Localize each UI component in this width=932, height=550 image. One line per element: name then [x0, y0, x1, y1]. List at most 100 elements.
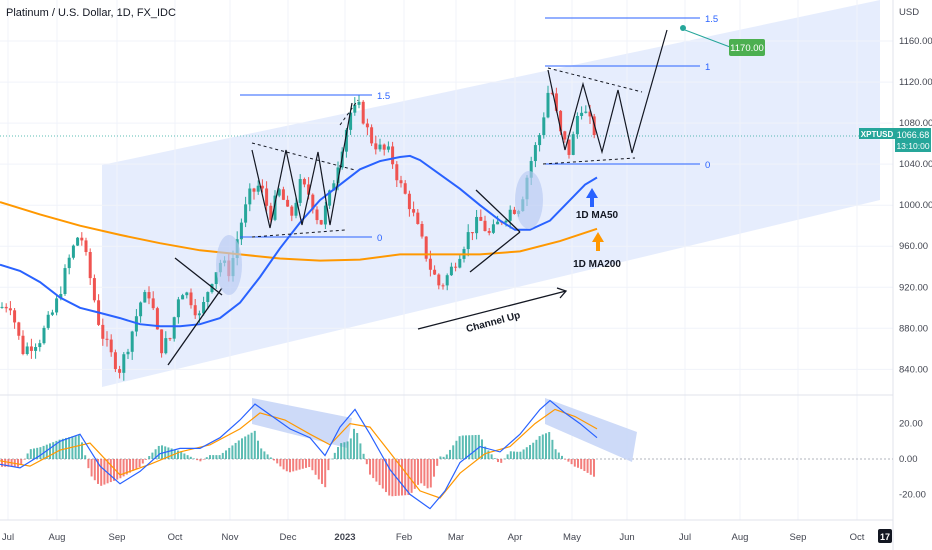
candle-body [563, 131, 567, 140]
osc-hist-bar [282, 459, 285, 470]
osc-hist-bar [132, 459, 135, 471]
osc-hist-bar [100, 459, 103, 486]
time-tick-label: Aug [732, 532, 749, 543]
candle-body [433, 269, 437, 275]
osc-hist-bar [177, 450, 179, 459]
fib-b-zero-label: 0 [705, 160, 710, 171]
osc-hist-bar [257, 440, 259, 459]
symbol-label: XPTUSD [861, 130, 894, 139]
osc-hist-bar [327, 459, 330, 471]
osc-hist-bar [343, 442, 346, 459]
osc-hist-bar [436, 459, 439, 466]
osc-hist-bar [58, 439, 61, 459]
osc-hist-bar [580, 459, 583, 470]
target-dot [680, 25, 686, 31]
osc-hist-bar [461, 435, 464, 459]
osc-hist-bar [4, 459, 7, 467]
candle-body [59, 293, 63, 299]
fib-b-top-label: 1.5 [705, 14, 718, 25]
osc-hist-bar [122, 459, 125, 477]
candle-body [269, 205, 273, 220]
time-tick-label: 2023 [334, 532, 355, 543]
candle-body [63, 268, 67, 294]
osc-hist-bar [429, 459, 432, 488]
osc-hist-bar [465, 435, 467, 459]
osc-hist-bar [241, 438, 243, 459]
osc-hist-bar [113, 459, 115, 481]
ma50-line [0, 154, 598, 328]
time-axis-ticks: Jul Aug Sep Oct Nov Dec 2023 Feb Mar Apr May Jun Jul… [2, 532, 865, 543]
candle-body [344, 129, 348, 152]
ma50-annotation: 1D MA50 [576, 210, 619, 221]
osc-hist-bar [493, 458, 496, 459]
candle-body [374, 143, 378, 150]
osc-hist-bar [589, 459, 592, 475]
osc-hist-bar [397, 459, 400, 496]
candle-body [193, 305, 197, 316]
target-leader [684, 29, 731, 48]
osc-hist-bar [564, 459, 567, 460]
osc-tick-label: -20.00 [899, 489, 926, 500]
osc-hist-bar [145, 459, 147, 460]
osc-hist-bar [212, 455, 215, 459]
osc-hist-bar [311, 459, 314, 471]
candle-body [365, 123, 369, 128]
candle-body [113, 352, 117, 370]
osc-hist-bar [273, 459, 275, 461]
candle-body [361, 101, 365, 124]
candle-body [487, 231, 491, 233]
candle-body [332, 183, 336, 191]
osc-hist-bar [231, 445, 234, 459]
osc-hist-bar [570, 459, 573, 465]
osc-hist-bar [391, 459, 394, 497]
osc-hist-bar [119, 459, 122, 479]
osc-hist-bar [381, 459, 384, 489]
osc-hist-bar [337, 447, 339, 459]
candle-body [420, 223, 424, 237]
candle-body [109, 339, 113, 353]
osc-hist-bar [285, 459, 288, 472]
oscillator-histogram [1, 428, 595, 497]
svg-text:17: 17 [880, 532, 890, 542]
candle-body [512, 209, 516, 214]
candle-body [428, 258, 432, 270]
osc-hist-bar [52, 442, 55, 459]
osc-hist-bar [385, 459, 387, 493]
candle-body [252, 188, 256, 192]
osc-hist-bar [301, 459, 304, 469]
time-tick-label: Jul [2, 532, 14, 543]
osc-hist-bar [369, 459, 371, 475]
osc-hist-bar [196, 459, 199, 461]
last-price-value: 1066.68 [897, 130, 930, 140]
osc-hist-bar [234, 442, 237, 459]
candle-body [189, 292, 193, 306]
candle-body [588, 111, 592, 117]
candle-body [349, 112, 353, 130]
candle-body [88, 252, 92, 279]
candle-body [38, 343, 42, 348]
candle-body [554, 93, 558, 111]
osc-hist-bar [455, 440, 458, 459]
osc-hist-bar [189, 456, 192, 459]
currency-label: USD [899, 7, 919, 18]
osc-hist-bar [484, 446, 487, 459]
osc-hist-bar [33, 448, 35, 459]
osc-hist-bar [183, 453, 186, 459]
fib-a-top-label: 1.5 [377, 91, 390, 102]
osc-hist-bar [420, 459, 423, 484]
candle-body [101, 324, 105, 339]
candle-body [42, 327, 46, 344]
osc-hist-bar [423, 459, 426, 486]
osc-hist-bar [490, 454, 493, 459]
osc-hist-bar [116, 459, 119, 480]
osc-hist-bar [74, 435, 77, 459]
time-tick-label: Feb [396, 532, 412, 543]
channel-arrow-head [556, 287, 568, 299]
osc-hist-bar [289, 459, 291, 473]
osc-hist-bar [474, 435, 477, 459]
time-tick-label: May [563, 532, 581, 543]
osc-hist-bar [17, 459, 19, 467]
oscillator-main-line [0, 399, 598, 510]
zigzag-b [547, 29, 668, 155]
